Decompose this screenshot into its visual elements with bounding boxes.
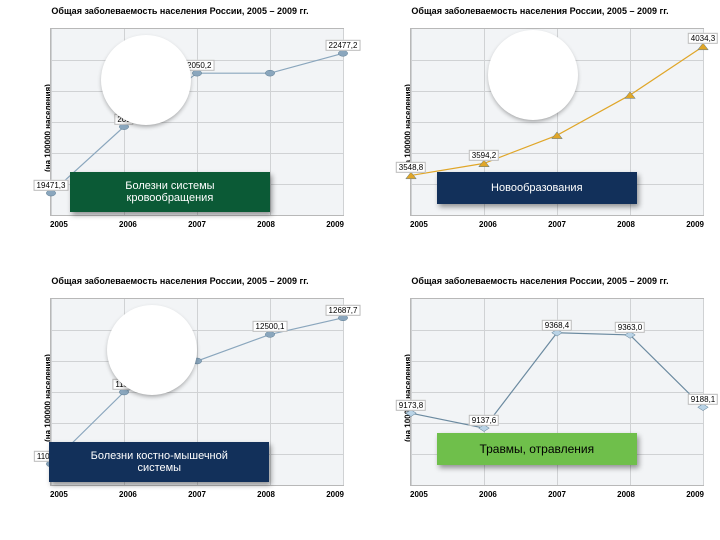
gridline (703, 29, 704, 215)
chart-panel-tl: Общая заболеваемость населения России, 2… (0, 0, 360, 270)
chart-area: (на 100000 населения)3548,83594,24034,32… (368, 18, 712, 238)
data-label: 12500,1 (253, 321, 288, 332)
chart-title: Общая заболеваемость населения России, 2… (8, 276, 352, 286)
x-tick: 2009 (326, 490, 344, 504)
x-tick: 2008 (257, 490, 275, 504)
x-tick: 2008 (257, 220, 275, 234)
chart-area: (на 100000 населения)11038,6118512500,11… (8, 288, 352, 508)
x-tick: 2005 (410, 220, 428, 234)
data-label: 9173,8 (396, 400, 426, 411)
x-tick: 2007 (548, 220, 566, 234)
chart-area: (на 100000 населения)19471,320922050,222… (8, 18, 352, 238)
x-tick: 2009 (686, 220, 704, 234)
category-label: Травмы, отравления (437, 433, 637, 465)
x-ticks: 2005 2006 2007 2008 2009 (410, 220, 704, 234)
x-tick: 2008 (617, 220, 635, 234)
category-label: Болезни костно-мышечной системы (49, 442, 269, 482)
gridline (703, 299, 704, 485)
data-label: 9368,4 (542, 320, 572, 331)
data-label: 9188,1 (688, 394, 718, 405)
x-tick: 2006 (119, 490, 137, 504)
x-tick: 2009 (326, 220, 344, 234)
chart-title: Общая заболеваемость населения России, 2… (368, 6, 712, 16)
data-label: 3594,2 (469, 150, 499, 161)
chart-panel-br: Общая заболеваемость населения России, 2… (360, 270, 720, 540)
data-label: 3548,8 (396, 162, 426, 173)
x-tick: 2008 (617, 490, 635, 504)
x-tick: 2006 (119, 220, 137, 234)
x-tick: 2007 (548, 490, 566, 504)
category-label: Новообразования (437, 172, 637, 204)
x-tick: 2007 (188, 490, 206, 504)
data-label: 4034,3 (688, 33, 718, 44)
percent-badge: 13,7% (492, 34, 574, 116)
chart-panel-bl: Общая заболеваемость населения России, 2… (0, 270, 360, 540)
data-label: 12687,7 (326, 305, 361, 316)
x-ticks: 2005 2006 2007 2008 2009 (50, 490, 344, 504)
x-tick: 2005 (50, 490, 68, 504)
data-label: 9137,6 (469, 415, 499, 426)
x-tick: 2007 (188, 220, 206, 234)
x-tick: 2005 (410, 490, 428, 504)
chart-title: Общая заболеваемость населения России, 2… (8, 6, 352, 16)
category-label: Болезни системы кровообращения (70, 172, 270, 212)
data-label: 19471,3 (34, 180, 69, 191)
x-tick: 2006 (479, 220, 497, 234)
percent-badge: 14,9% (111, 309, 193, 391)
x-tick: 2005 (50, 220, 68, 234)
gridline (343, 299, 344, 485)
x-ticks: 2005 2006 2007 2008 2009 (410, 490, 704, 504)
data-label: 9363,0 (615, 322, 645, 333)
x-ticks: 2005 2006 2007 2008 2009 (50, 220, 344, 234)
chart-panel-tr: Общая заболеваемость населения России, 2… (360, 0, 720, 270)
gridline (343, 29, 344, 215)
data-label: 22477,2 (326, 40, 361, 51)
percent-badge: 15,4% (105, 39, 187, 121)
chart-title: Общая заболеваемость населения России, 2… (368, 276, 712, 286)
x-tick: 2009 (686, 490, 704, 504)
chart-area: (на 100000 населения)9173,89137,69368,49… (368, 288, 712, 508)
x-tick: 2006 (479, 490, 497, 504)
